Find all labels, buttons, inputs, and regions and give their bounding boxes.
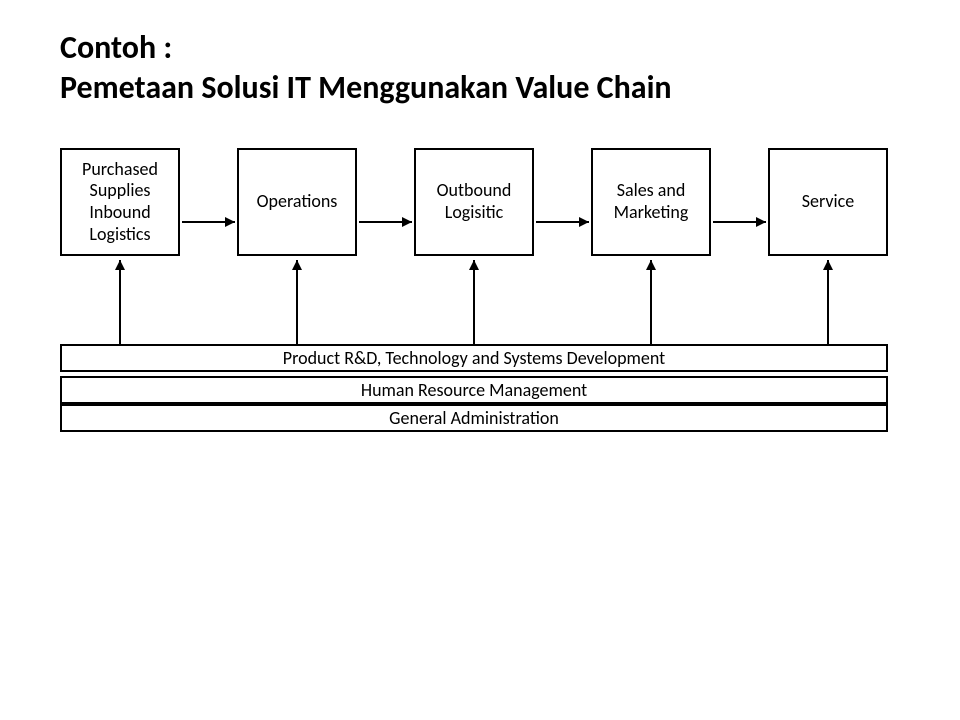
title-line-2: Pemetaan Solusi IT Menggunakan Value Cha… (60, 68, 672, 107)
page: Contoh : Pemetaan Solusi IT Menggunakan … (0, 0, 960, 720)
value-chain-diagram: Purchased Supplies Inbound Logistics Ope… (60, 148, 890, 438)
page-title: Contoh : Pemetaan Solusi IT Menggunakan … (60, 28, 672, 108)
title-line-1: Contoh : (60, 28, 172, 67)
arrows-layer (60, 148, 890, 438)
